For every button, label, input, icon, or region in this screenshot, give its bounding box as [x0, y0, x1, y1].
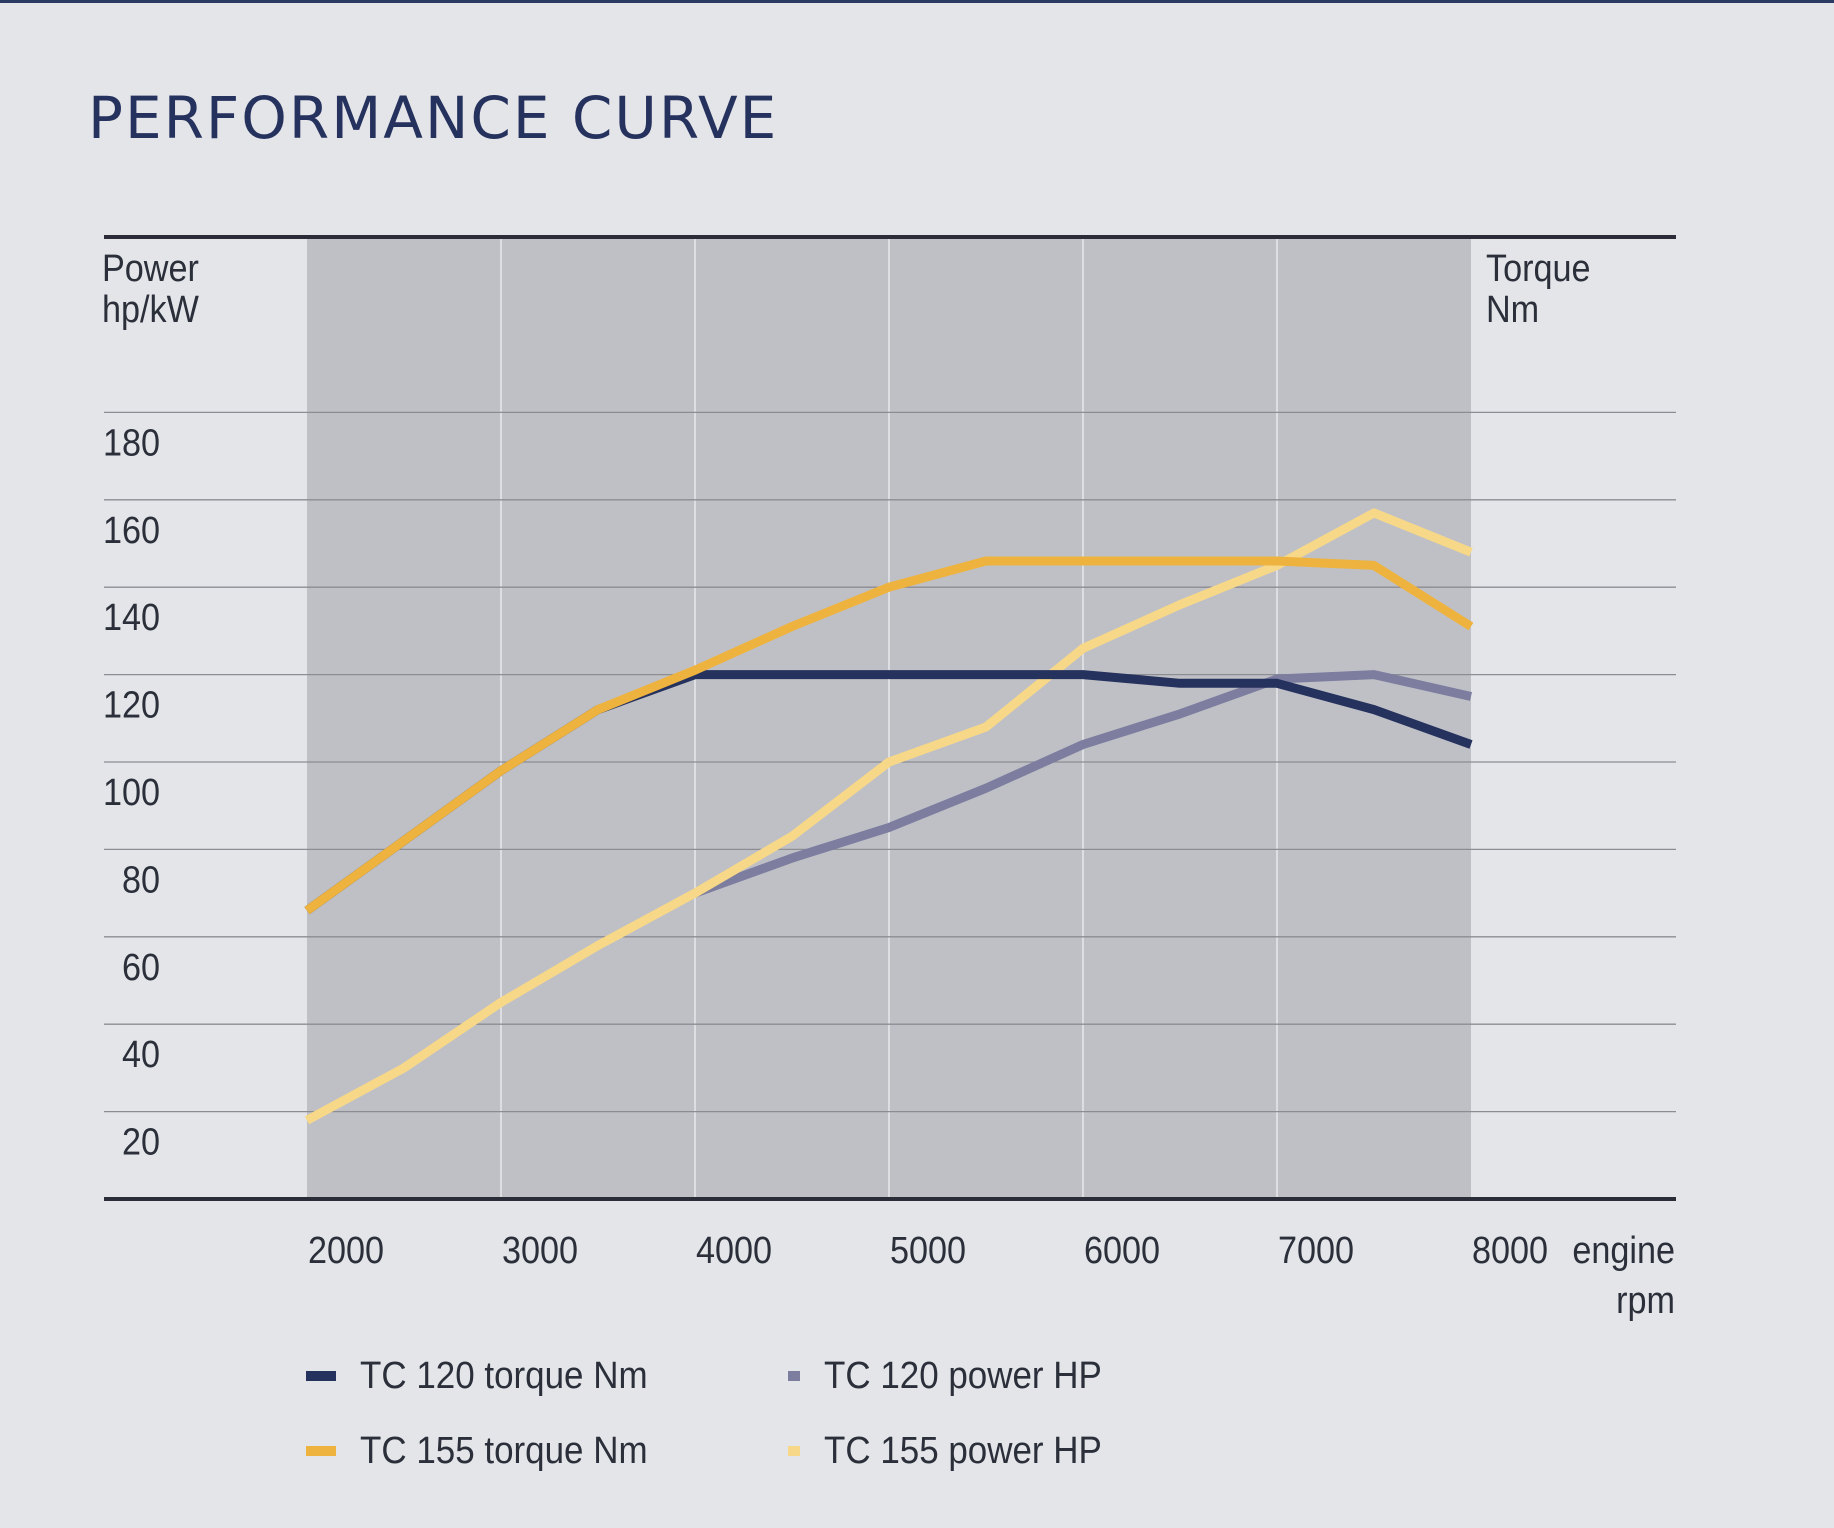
- legend-item: TC 155 torque Nm: [306, 1425, 788, 1477]
- top-border: [0, 0, 1834, 3]
- y-tick-label: 60: [122, 945, 160, 988]
- legend-label: TC 155 torque Nm: [360, 1429, 648, 1472]
- chart-legend: TC 120 torque Nm TC 120 power HP TC 155 to…: [306, 1350, 1126, 1480]
- x-tick-label: 6000: [1084, 1228, 1160, 1271]
- legend-item: TC 155 power HP: [788, 1425, 1126, 1477]
- y-tick-label: 100: [103, 770, 160, 813]
- right-axis-label: Nm: [1486, 287, 1539, 330]
- y-tick-label: 40: [122, 1033, 160, 1076]
- page-title: PERFORMANCE CURVE: [88, 84, 779, 152]
- x-tick-label: 5000: [890, 1228, 966, 1271]
- y-tick-label: 80: [122, 858, 160, 901]
- legend-swatch: [788, 1371, 800, 1381]
- y-tick-label: 160: [103, 508, 160, 551]
- y-tick-label: 180: [103, 421, 160, 464]
- x-axis-label: rpm: [1616, 1278, 1675, 1321]
- legend-item: TC 120 torque Nm: [306, 1350, 788, 1402]
- x-tick-label: 4000: [696, 1228, 772, 1271]
- left-axis-label: Power: [102, 246, 199, 289]
- right-axis-label: Torque: [1486, 246, 1591, 289]
- legend-label: TC 120 power HP: [823, 1354, 1102, 1397]
- legend-swatch: [306, 1371, 336, 1381]
- series-line-tc-155-torque-nm: [304, 556, 1474, 915]
- left-axis-label: hp/kW: [102, 287, 199, 330]
- series-line-tc-120-power-hp: [693, 670, 1472, 898]
- legend-label: TC 155 power HP: [823, 1429, 1102, 1472]
- legend-swatch: [788, 1446, 800, 1456]
- legend-item: TC 120 power HP: [788, 1350, 1126, 1402]
- x-tick-label: 3000: [502, 1228, 578, 1271]
- x-tick-label: 8000: [1472, 1228, 1548, 1271]
- y-tick-label: 120: [103, 683, 160, 726]
- y-tick-label: 20: [122, 1120, 160, 1163]
- legend-label: TC 120 torque Nm: [360, 1354, 648, 1397]
- x-tick-label: 2000: [308, 1228, 384, 1271]
- legend-swatch: [306, 1446, 336, 1456]
- x-axis-label: engine: [1572, 1228, 1675, 1271]
- y-tick-label: 140: [103, 596, 160, 639]
- x-tick-label: 7000: [1278, 1228, 1354, 1271]
